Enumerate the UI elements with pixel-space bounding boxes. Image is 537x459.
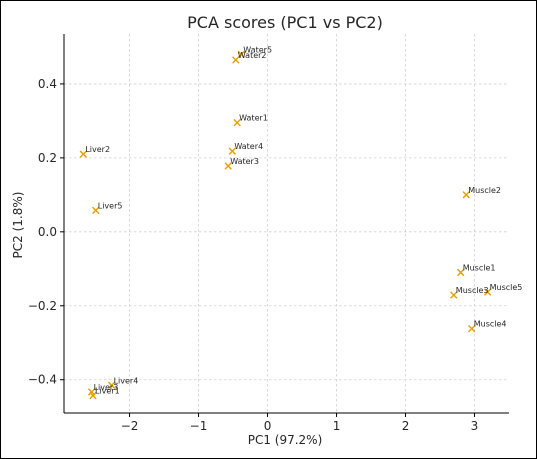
point-marker <box>232 56 240 64</box>
axis-ticks: −2 −1 0 1 2 3 −0.4 −0.2 0.0 0.2 0.4 <box>28 77 478 433</box>
point-label: Muscle4 <box>474 320 507 329</box>
point-marker <box>233 119 241 127</box>
y-axis-label: PC2 (1.8%) <box>11 192 25 259</box>
point-marker <box>79 150 88 158</box>
point-marker <box>228 147 237 155</box>
data-point: Liver1 <box>89 387 120 400</box>
point-marker <box>92 206 100 215</box>
data-point: Muscle2 <box>462 186 501 199</box>
point-label: Liver2 <box>85 145 110 154</box>
data-point: Water1 <box>233 114 268 127</box>
data-point: Water3 <box>224 157 259 170</box>
point-label: Muscle3 <box>456 286 489 295</box>
grid <box>64 34 509 413</box>
axes-spines <box>63 34 509 414</box>
point-marker <box>483 288 492 296</box>
point-marker <box>462 191 470 199</box>
point-label: Liver5 <box>98 201 123 210</box>
data-point: Liver5 <box>92 201 123 215</box>
data-point: Liver4 <box>107 376 139 389</box>
x-axis-label: PC1 (97.2%) <box>248 433 323 447</box>
data-point: Water2 <box>232 51 267 64</box>
point-label: Muscle1 <box>463 263 496 272</box>
x-tick-label: −2 <box>121 419 139 433</box>
data-point: Muscle4 <box>468 320 507 333</box>
data-point: Muscle3 <box>450 286 489 299</box>
point-label: Water2 <box>238 51 267 60</box>
point-label: Water4 <box>234 142 263 151</box>
data-point: Water4 <box>228 142 263 155</box>
y-tick-label: 0.2 <box>38 151 57 165</box>
x-tick-label: 0 <box>264 419 272 433</box>
data-point: Muscle5 <box>483 283 523 296</box>
point-marker <box>237 50 246 59</box>
point-marker <box>468 325 476 333</box>
point-label: Muscle5 <box>490 283 523 292</box>
y-tick-label: −0.4 <box>28 373 57 387</box>
point-marker <box>89 391 97 400</box>
data-point: Muscle1 <box>457 263 496 277</box>
point-label: Water1 <box>239 114 268 123</box>
y-tick-label: 0.0 <box>38 225 57 239</box>
data-point: Liver2 <box>79 145 110 158</box>
x-tick-label: 2 <box>402 419 410 433</box>
x-tick-label: 1 <box>333 419 341 433</box>
point-marker <box>457 268 465 277</box>
point-marker <box>450 291 458 299</box>
point-marker <box>224 162 232 170</box>
chart-title: PCA scores (PC1 vs PC2) <box>187 13 383 32</box>
y-tick-label: 0.4 <box>38 77 57 91</box>
x-tick-label: 3 <box>471 419 479 433</box>
point-label: Liver4 <box>114 376 139 385</box>
point-label: Muscle2 <box>468 186 501 195</box>
y-tick-label: −0.2 <box>28 299 57 313</box>
point-label: Liver3 <box>94 383 119 392</box>
data-point: Water5 <box>237 45 272 59</box>
point-label: Water3 <box>230 157 259 166</box>
point-label: Water5 <box>243 45 272 54</box>
point-marker <box>107 381 116 389</box>
point-label: Liver1 <box>95 387 120 396</box>
x-tick-label: −1 <box>190 419 208 433</box>
